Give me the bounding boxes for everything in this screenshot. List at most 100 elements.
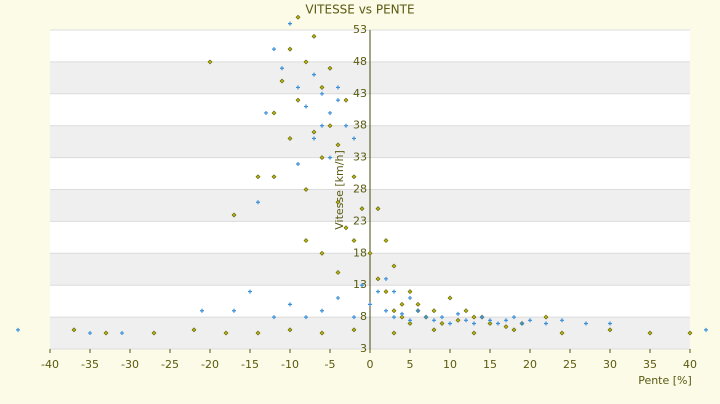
point xyxy=(319,250,325,256)
point xyxy=(360,283,364,288)
point xyxy=(352,136,356,141)
point xyxy=(432,318,436,323)
point xyxy=(472,321,476,326)
point xyxy=(303,187,309,192)
y-tick-label: 43 xyxy=(353,87,367,100)
chart-title: VITESSE vs PENTE xyxy=(305,3,414,17)
point xyxy=(455,317,461,323)
point xyxy=(503,324,509,330)
point xyxy=(320,123,324,128)
point xyxy=(399,301,405,307)
point xyxy=(351,174,357,180)
y-tick-label: 18 xyxy=(353,246,367,259)
point xyxy=(335,142,341,148)
x-tick-label: 0 xyxy=(367,358,374,371)
x-tick-label: -5 xyxy=(325,358,336,371)
point xyxy=(336,98,340,103)
point xyxy=(312,72,316,77)
point xyxy=(504,318,508,323)
point xyxy=(320,308,324,313)
x-tick-label: 25 xyxy=(563,358,577,371)
point xyxy=(296,85,300,90)
point xyxy=(448,321,452,326)
point xyxy=(335,270,341,275)
point xyxy=(359,206,365,212)
point xyxy=(407,321,413,326)
point xyxy=(304,315,308,320)
point xyxy=(647,330,653,336)
point xyxy=(463,308,469,314)
point xyxy=(367,250,373,256)
point xyxy=(496,321,500,326)
point xyxy=(295,97,301,103)
point xyxy=(151,330,157,336)
point xyxy=(303,238,309,243)
point xyxy=(311,129,317,135)
y-tick-label: 28 xyxy=(353,183,367,196)
point xyxy=(304,104,308,109)
point xyxy=(456,311,460,316)
point xyxy=(392,315,396,320)
y-axis-label: Vitesse [km/h] xyxy=(333,150,346,230)
point xyxy=(327,65,333,71)
point xyxy=(255,330,261,336)
x-tick-label: 15 xyxy=(483,358,497,371)
point xyxy=(319,84,325,90)
point xyxy=(383,238,389,243)
point xyxy=(431,327,437,333)
point xyxy=(399,314,405,320)
x-tick-label: 5 xyxy=(407,358,414,371)
point xyxy=(264,110,268,115)
point xyxy=(256,200,260,205)
point xyxy=(376,289,380,294)
point xyxy=(255,174,261,180)
point xyxy=(488,318,492,323)
x-tick-label: 40 xyxy=(683,358,697,371)
point xyxy=(543,314,549,320)
point xyxy=(431,308,437,314)
point xyxy=(352,315,356,320)
point xyxy=(312,136,316,141)
point xyxy=(344,123,348,128)
x-tick-label: -35 xyxy=(81,358,99,371)
point xyxy=(512,315,516,320)
point xyxy=(511,327,517,333)
y-tick-label: 38 xyxy=(353,119,367,132)
point xyxy=(408,318,412,323)
point xyxy=(231,212,237,218)
point xyxy=(391,263,397,269)
point xyxy=(288,302,292,307)
x-tick-label: -15 xyxy=(241,358,259,371)
point xyxy=(408,295,412,300)
y-tick-label: 8 xyxy=(360,310,367,323)
point xyxy=(487,321,493,326)
point xyxy=(560,318,564,323)
point xyxy=(343,225,349,231)
point xyxy=(471,314,477,320)
point xyxy=(303,59,309,65)
point xyxy=(287,136,293,141)
point xyxy=(375,276,381,282)
point xyxy=(296,161,300,166)
x-tick-label: -10 xyxy=(281,358,299,371)
point xyxy=(528,318,532,323)
point xyxy=(248,289,252,294)
point xyxy=(232,308,236,313)
point xyxy=(440,315,444,320)
y-tick-label: 33 xyxy=(353,151,367,164)
point xyxy=(272,315,276,320)
y-tick-label: 23 xyxy=(353,214,367,227)
point xyxy=(392,289,396,294)
point xyxy=(271,110,277,116)
point xyxy=(223,330,229,336)
point xyxy=(544,321,548,326)
point xyxy=(416,308,420,313)
point xyxy=(328,110,332,115)
point xyxy=(400,311,404,316)
point xyxy=(384,276,388,281)
point xyxy=(336,85,340,90)
point xyxy=(200,308,204,313)
y-tick-label: 48 xyxy=(353,55,367,68)
point xyxy=(351,238,357,243)
point xyxy=(335,199,341,205)
